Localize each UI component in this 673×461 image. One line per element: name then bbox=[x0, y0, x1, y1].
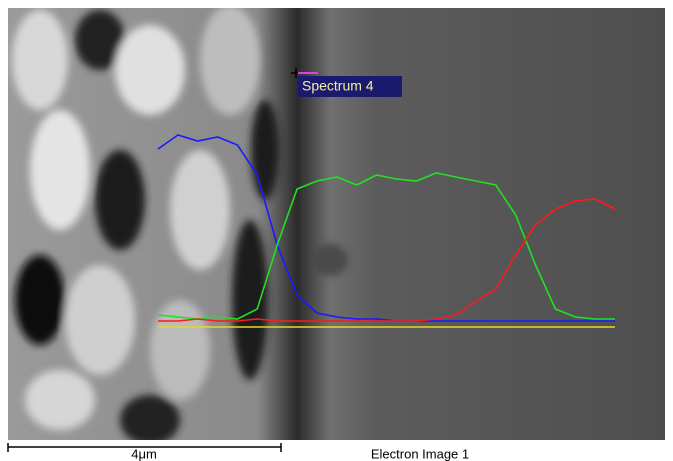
image-caption: Electron Image 1 bbox=[371, 446, 469, 461]
spectrum-label: Spectrum 4 bbox=[302, 78, 374, 94]
page: Spectrum 4 4μm Electron Image 1 bbox=[0, 0, 673, 461]
sem-image bbox=[8, 5, 665, 445]
scale-bar-label: 4μm bbox=[131, 446, 157, 461]
